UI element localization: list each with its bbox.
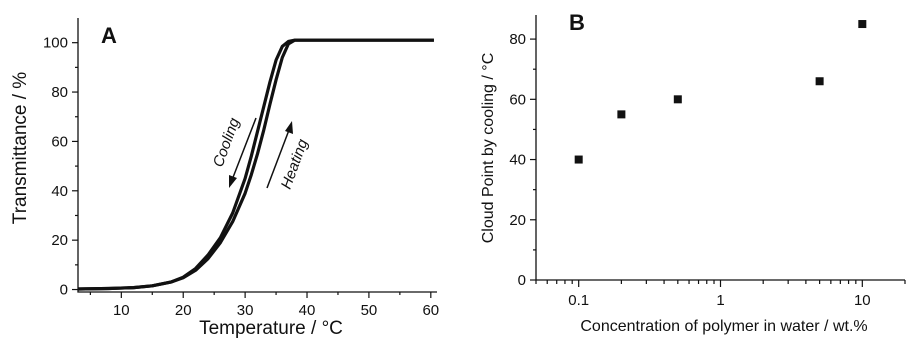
panel-a-y-axis-label: Transmittance / % bbox=[10, 72, 31, 225]
panel-b: B 0.1 1 10 0 20 40 60 80 Concentration of polym… bbox=[480, 10, 906, 335]
panel-a-y-tick-label: 0 bbox=[60, 282, 68, 299]
panel-a-annotations: Cooling Heating bbox=[210, 115, 312, 191]
panel-a-y-tick-label: 20 bbox=[51, 232, 68, 249]
panel-a-x-axis-label: Temperature / °C bbox=[199, 318, 343, 338]
panel-b-y-tick-label: 0 bbox=[518, 272, 526, 289]
panel-b-x-tick-label: 10 bbox=[854, 292, 871, 309]
cooling-arrowhead bbox=[229, 175, 237, 188]
panel-a-axes bbox=[77, 18, 437, 293]
cooling-arrow bbox=[231, 117, 257, 181]
panel-a-axis-lines bbox=[77, 18, 437, 293]
panel-b-axes bbox=[535, 15, 905, 281]
panel-b-data-point bbox=[673, 95, 682, 104]
panel-a-curves bbox=[77, 38, 434, 291]
panel-a-x-tick-label: 10 bbox=[113, 302, 130, 319]
panel-a-ticks: 10 20 30 40 50 60 0 20 40 60 80 100 bbox=[43, 35, 439, 319]
panel-b-x-tick-label: 0.1 bbox=[568, 292, 589, 309]
panel-a-y-tick-label: 80 bbox=[51, 84, 68, 101]
panel-a-y-tick-label: 60 bbox=[51, 133, 68, 150]
panel-a-x-tick-label: 40 bbox=[299, 302, 316, 319]
panel-b-ticks: 0.1 1 10 0 20 40 60 80 bbox=[509, 31, 906, 309]
panel-b-letter: B bbox=[569, 10, 585, 35]
panel-b-y-tick-label: 80 bbox=[509, 31, 526, 48]
panel-b-data-point bbox=[574, 155, 583, 164]
panel-b-data-point bbox=[617, 110, 626, 119]
heating-arrow bbox=[266, 129, 290, 189]
cooling-label: Cooling bbox=[210, 115, 244, 169]
panel-b-y-tick-label: 40 bbox=[509, 152, 526, 169]
panel-b-y-tick-label: 20 bbox=[509, 212, 526, 229]
panel-b-data-point bbox=[858, 20, 867, 29]
panel-a-y-tick-label: 100 bbox=[43, 35, 68, 52]
panel-b-data-point bbox=[815, 77, 824, 86]
panel-a-x-tick-label: 50 bbox=[361, 302, 378, 319]
panel-a-series-1-line bbox=[77, 38, 434, 291]
panel-a: A 10 20 30 40 50 60 0 20 40 60 80 100 Cooling Heati… bbox=[10, 18, 439, 338]
panel-a-x-tick-label: 20 bbox=[175, 302, 192, 319]
panel-b-points bbox=[574, 20, 867, 164]
panel-b-x-tick-label: 1 bbox=[716, 292, 724, 309]
panel-a-x-tick-label: 30 bbox=[237, 302, 254, 319]
panel-b-axis-lines bbox=[535, 15, 905, 281]
panel-a-letter: A bbox=[101, 23, 117, 48]
panel-b-x-axis-label: Concentration of polymer in water / wt.% bbox=[580, 318, 867, 335]
panel-a-y-tick-label: 40 bbox=[51, 183, 68, 200]
panel-a-x-tick-label: 60 bbox=[422, 302, 439, 319]
heating-arrowhead bbox=[285, 121, 293, 134]
panel-b-y-axis-label: Cloud Point by cooling / °C bbox=[480, 53, 497, 244]
panel-b-y-tick-label: 60 bbox=[509, 91, 526, 108]
